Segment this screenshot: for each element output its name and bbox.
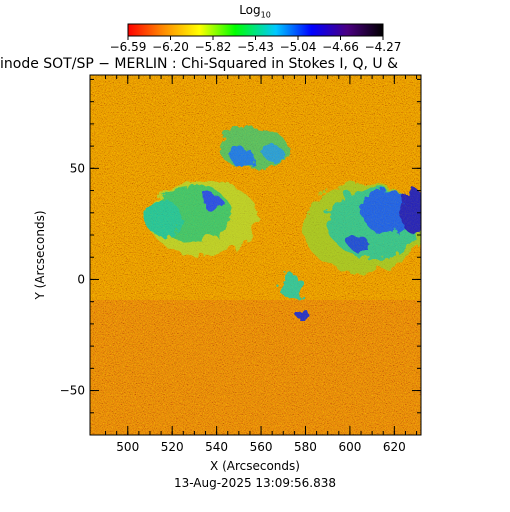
map-image [90, 75, 421, 435]
y-axis-label: Y (Arcseconds) [33, 210, 47, 300]
colorbar: −6.59 −6.20 −5.82 −5.43 −5.04 −4.66 −4.27 [110, 23, 402, 54]
x-tick-label: 520 [161, 440, 184, 454]
plot-title: inode SOT/SP − MERLIN : Chi-Squared in S… [0, 56, 398, 72]
y-axis: −50 0 50 [60, 78, 421, 414]
x-tick-label: 500 [116, 440, 139, 454]
x-tick-label: 600 [338, 440, 361, 454]
colorbar-label: Log10 [239, 3, 271, 20]
colorbar-tick-label: −6.59 [110, 40, 147, 54]
y-tick-label: 0 [77, 272, 85, 286]
x-tick-label: 620 [383, 440, 406, 454]
colorbar-tick-label: −5.43 [237, 40, 274, 54]
timestamp: 13-Aug-2025 13:09:56.838 [173, 476, 337, 490]
x-tick-label: 580 [294, 440, 317, 454]
colorbar-tick-label: −4.66 [322, 40, 359, 54]
x-tick-label: 540 [205, 440, 228, 454]
colorbar-tick-label: −6.20 [152, 40, 189, 54]
colorbar-tick-label: −4.27 [365, 40, 402, 54]
plot-frame [89, 74, 422, 436]
colorbar-tick-label: −5.82 [195, 40, 232, 54]
x-axis-label: X (Arcseconds) [210, 459, 300, 473]
y-tick-label: −50 [60, 384, 85, 398]
x-axis: 500 520 540 560 580 600 620 [105, 75, 418, 454]
x-tick-label: 560 [250, 440, 273, 454]
y-tick-label: 50 [70, 161, 85, 175]
colorbar-tick-label: −5.04 [280, 40, 317, 54]
